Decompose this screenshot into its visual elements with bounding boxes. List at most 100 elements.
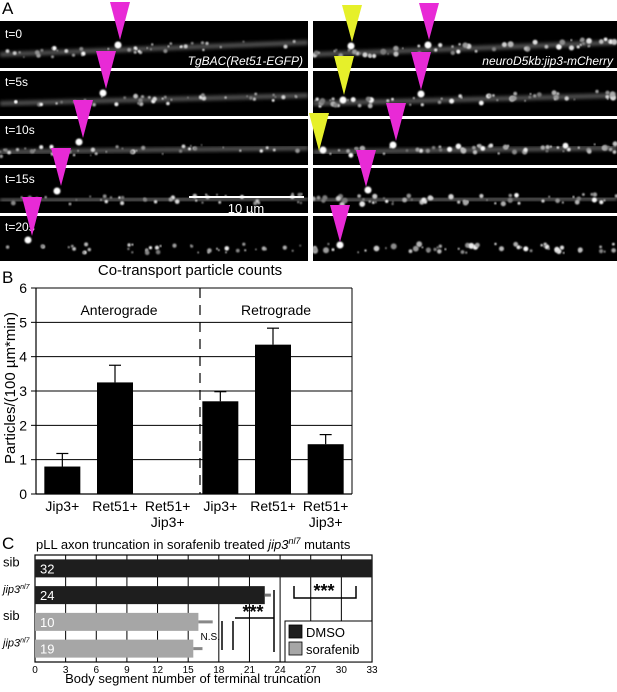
- fluorescent-particle: [138, 50, 141, 53]
- fluorescent-particle: [352, 49, 357, 54]
- fluorescent-particle: [168, 45, 170, 47]
- fluorescent-particle: [275, 96, 277, 98]
- fluorescent-particle: [295, 96, 298, 99]
- fluorescent-particle: [364, 249, 366, 251]
- fluorescent-particle: [499, 246, 504, 251]
- fluorescent-particle: [503, 145, 508, 150]
- fluorescent-particle: [573, 98, 575, 100]
- time-label: t=10s: [5, 123, 35, 137]
- fluorescent-particle: [366, 97, 371, 102]
- fluorescent-particle: [372, 54, 376, 58]
- fluorescent-particle: [475, 243, 480, 248]
- fluorescent-particle: [509, 194, 513, 198]
- fluorescent-particle: [415, 148, 419, 152]
- sample-size-label: 10: [40, 615, 54, 630]
- scale-bar-label: 10 µm: [228, 201, 264, 216]
- fluorescent-particle: [437, 246, 439, 248]
- fluorescent-particle: [218, 249, 220, 251]
- fluorescent-particle: [190, 145, 192, 147]
- category-label: Jip3+: [45, 498, 79, 514]
- fluorescent-particle: [421, 103, 424, 106]
- fluorescent-particle: [543, 246, 545, 248]
- fluorescent-particle: [517, 245, 521, 249]
- fluorescent-particle: [146, 47, 148, 49]
- fluorescent-particle: [393, 46, 398, 51]
- fluorescent-particle: [6, 49, 10, 53]
- fluorescent-particle: [357, 251, 359, 253]
- fluorescent-particle: [508, 198, 513, 203]
- fluorescent-particle: [300, 202, 302, 204]
- fluorescent-particle: [30, 149, 34, 153]
- fluorescent-particle: [182, 145, 186, 149]
- category-label: Jip3+: [309, 514, 343, 530]
- fluorescent-particle: [451, 45, 454, 48]
- fluorescent-particle: [494, 243, 496, 245]
- y-tick-label: 4: [19, 349, 27, 365]
- fluorescent-particle: [461, 97, 463, 99]
- fluorescent-particle: [458, 43, 460, 45]
- bright-particle: [390, 142, 397, 149]
- fluorescent-particle: [195, 200, 197, 202]
- fluorescent-particle: [313, 247, 317, 251]
- fluorescent-particle: [556, 92, 559, 95]
- y-tick-label: 3: [19, 383, 27, 399]
- panel-c-letter: C: [2, 534, 14, 553]
- time-label: t=0: [5, 27, 22, 41]
- fluorescent-particle: [163, 49, 167, 53]
- fluorescent-particle: [349, 153, 354, 158]
- fluorescent-particle: [327, 243, 329, 245]
- fluorescent-particle: [393, 51, 398, 56]
- fluorescent-particle: [563, 252, 565, 254]
- fluorescent-particle: [372, 201, 375, 204]
- fluorescent-particle: [162, 98, 164, 100]
- fluorescent-particle: [428, 195, 433, 200]
- x-tick-label: 30: [336, 665, 348, 676]
- bright-particle: [365, 187, 372, 194]
- fluorescent-particle: [7, 151, 11, 155]
- fluorescent-particle: [559, 39, 565, 45]
- fluorescent-particle: [329, 153, 331, 155]
- significance-label: N.S.: [201, 632, 220, 643]
- fluorescent-particle: [608, 146, 610, 148]
- fluorescent-particle: [380, 49, 386, 55]
- x-tick-label: 0: [32, 665, 38, 676]
- fluorescent-particle: [416, 241, 422, 247]
- fluorescent-particle: [242, 41, 244, 43]
- fluorescent-particle: [359, 201, 365, 207]
- fluorescent-particle: [292, 250, 294, 252]
- fluorescent-particle: [562, 201, 564, 203]
- fluorescent-particle: [151, 43, 153, 45]
- fluorescent-particle: [201, 144, 203, 146]
- fluorescent-particle: [11, 201, 16, 206]
- fluorescent-particle: [437, 249, 442, 254]
- bright-particle: [25, 237, 32, 244]
- fluorescent-particle: [554, 98, 556, 100]
- fluorescent-particle: [273, 149, 276, 152]
- fluorescent-particle: [141, 95, 144, 98]
- fluorescent-particle: [548, 248, 550, 250]
- x-tick-label: 33: [366, 665, 378, 676]
- fluorescent-particle: [555, 199, 560, 204]
- legend-swatch: [289, 625, 302, 638]
- fluorescent-particle: [520, 246, 522, 248]
- fluorescent-particle: [434, 48, 437, 51]
- y-tick-label: 0: [19, 486, 27, 502]
- fluorescent-particle: [100, 199, 102, 201]
- fluorescent-particle: [141, 146, 145, 150]
- row-label: sib: [3, 554, 20, 569]
- fluorescent-particle: [463, 200, 468, 205]
- fluorescent-particle: [79, 47, 83, 51]
- fluorescent-particle: [391, 243, 397, 249]
- fluorescent-particle: [595, 90, 598, 93]
- bar: [35, 586, 265, 604]
- fluorescent-particle: [291, 193, 294, 196]
- fluorescent-particle: [55, 102, 57, 104]
- row-label-gene: jip3: [1, 584, 21, 596]
- fluorescent-particle: [530, 249, 533, 252]
- fluorescent-particle: [16, 148, 19, 151]
- fluorescent-particle: [465, 252, 467, 254]
- fluorescent-particle: [41, 244, 45, 248]
- bright-particle: [100, 90, 107, 97]
